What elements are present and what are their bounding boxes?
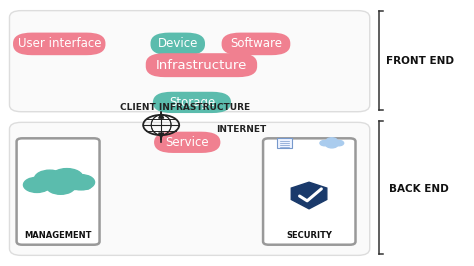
Text: INTERNET: INTERNET	[216, 124, 266, 134]
FancyBboxPatch shape	[9, 11, 370, 112]
FancyBboxPatch shape	[17, 138, 100, 245]
FancyBboxPatch shape	[146, 53, 257, 77]
Text: FRONT END: FRONT END	[386, 56, 454, 66]
Text: BACK END: BACK END	[389, 184, 448, 194]
FancyBboxPatch shape	[154, 132, 220, 153]
FancyBboxPatch shape	[263, 138, 356, 245]
Circle shape	[51, 169, 83, 187]
Circle shape	[46, 178, 75, 194]
Text: MANAGEMENT: MANAGEMENT	[25, 231, 92, 240]
FancyBboxPatch shape	[151, 33, 205, 55]
Text: User interface: User interface	[18, 38, 101, 50]
FancyBboxPatch shape	[153, 92, 231, 113]
Polygon shape	[291, 182, 327, 209]
Circle shape	[35, 170, 65, 187]
Text: Infrastructure: Infrastructure	[156, 59, 247, 72]
Text: Storage: Storage	[169, 96, 215, 109]
FancyBboxPatch shape	[221, 33, 290, 55]
FancyBboxPatch shape	[13, 33, 105, 55]
FancyBboxPatch shape	[9, 122, 370, 255]
Text: Software: Software	[230, 38, 282, 50]
Text: Device: Device	[157, 38, 198, 50]
Circle shape	[320, 140, 329, 146]
FancyBboxPatch shape	[25, 180, 91, 190]
Circle shape	[334, 140, 344, 146]
Circle shape	[23, 177, 50, 193]
Circle shape	[67, 174, 94, 190]
Text: Service: Service	[165, 136, 209, 149]
FancyBboxPatch shape	[277, 138, 292, 148]
Circle shape	[326, 138, 337, 144]
Text: SECURITY: SECURITY	[286, 231, 332, 240]
Circle shape	[326, 141, 338, 148]
Text: CLIENT INFRASTRUCTURE: CLIENT INFRASTRUCTURE	[120, 103, 250, 112]
